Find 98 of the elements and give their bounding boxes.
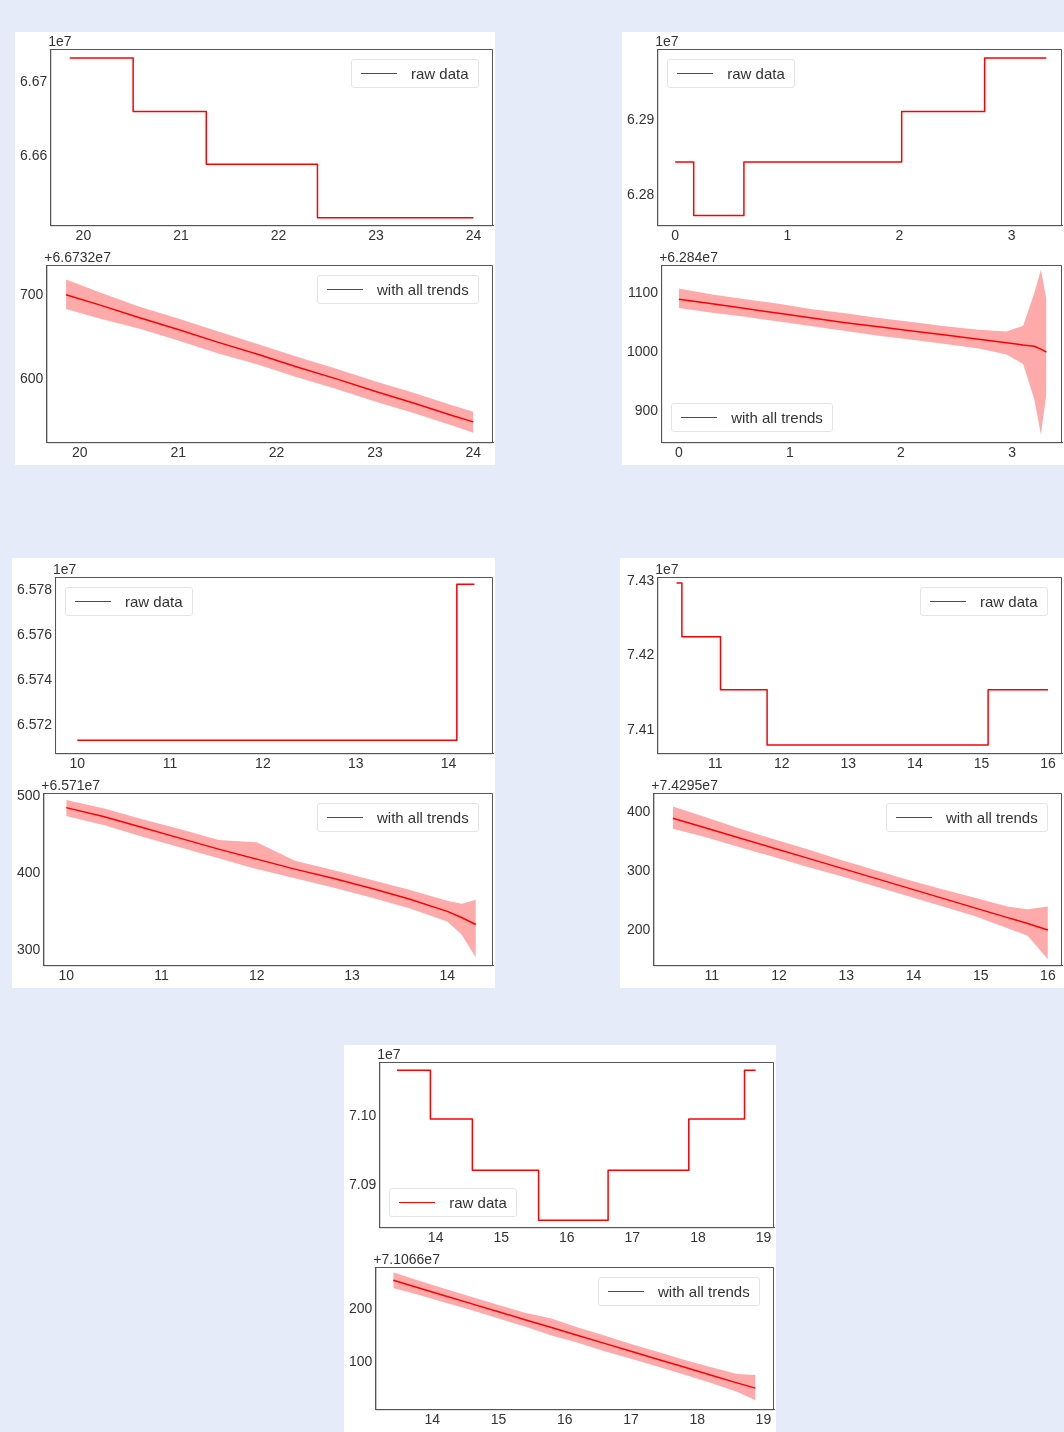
y-tick-label: 600 [20, 370, 44, 387]
x-tick-label: 12 [771, 967, 788, 984]
x-tick-label: 16 [1040, 755, 1057, 772]
x-tick-label: 11 [707, 755, 723, 772]
y-tick-label: 6.576 [16, 625, 53, 642]
y-tick-label: 7.10 [349, 1107, 377, 1123]
x-tick-label: 24 [465, 227, 482, 244]
x-tick-label: 10 [58, 967, 75, 984]
x-tick-label: 21 [173, 227, 189, 244]
y-tick-label: 400 [627, 803, 651, 820]
x-tick-label: 12 [773, 755, 790, 772]
y-tick-label: 6.29 [627, 111, 655, 128]
x-tick-label: 0 [671, 227, 680, 244]
legend-label: raw data [411, 65, 469, 82]
legend-label: with all trends [946, 809, 1038, 826]
annotation: 1e7 [53, 561, 77, 577]
x-tick-label: 17 [623, 1411, 639, 1428]
x-tick-label: 12 [255, 755, 271, 772]
x-tick-label: 22 [268, 444, 285, 461]
y-tick-label: 300 [17, 940, 41, 957]
x-tick-label: 15 [973, 755, 990, 772]
y-tick-label: 7.43 [627, 571, 655, 588]
legend-label: with all trends [377, 281, 469, 298]
y-tick-label: 700 [20, 285, 44, 302]
x-tick-label: 11 [704, 967, 720, 984]
y-tick-label: 6.66 [20, 146, 48, 163]
x-tick-label: 15 [972, 967, 989, 984]
x-tick-label: 3 [1008, 444, 1017, 461]
annotation: +7.1066e7 [373, 1251, 440, 1267]
x-tick-label: 23 [368, 227, 384, 244]
y-tick-label: 200 [349, 1299, 373, 1316]
x-tick-label: 14 [905, 967, 922, 984]
x-tick-label: 14 [439, 967, 456, 984]
y-tick-label: 400 [17, 863, 41, 880]
x-tick-label: 13 [344, 967, 361, 984]
annotation: 1e7 [655, 561, 679, 577]
y-tick-label: 100 [349, 1352, 373, 1369]
annotation: +6.6732e7 [44, 249, 111, 265]
legend-label: raw data [727, 65, 785, 82]
legend-label: raw data [980, 593, 1038, 610]
legend-label: with all trends [731, 409, 823, 427]
x-tick-label: 1 [786, 444, 795, 461]
y-tick-label: 6.28 [627, 185, 655, 202]
x-tick-label: 0 [675, 444, 684, 461]
y-tick-label: 6.574 [16, 670, 53, 687]
annotation: +6.571e7 [41, 777, 101, 793]
x-tick-label: 14 [907, 755, 923, 772]
y-tick-label: 6.572 [16, 715, 53, 732]
x-tick-label: 17 [624, 1229, 641, 1246]
x-tick-label: 16 [559, 1229, 575, 1246]
x-tick-label: 3 [1007, 227, 1016, 244]
annotation: +6.284e7 [659, 249, 718, 265]
x-tick-label: 22 [270, 227, 287, 244]
x-tick-label: 16 [1040, 967, 1056, 984]
annotation: 1e7 [655, 33, 679, 49]
x-tick-label: 18 [690, 1229, 706, 1246]
y-tick-label: 7.41 [627, 720, 655, 737]
x-tick-label: 18 [689, 1411, 706, 1428]
legend-label: with all trends [658, 1283, 750, 1300]
y-tick-label: 1000 [626, 342, 659, 359]
x-tick-label: 15 [493, 1229, 510, 1246]
x-tick-label: 2 [897, 444, 906, 461]
y-tick-label: 200 [627, 920, 651, 937]
x-tick-label: 14 [427, 1229, 444, 1246]
y-tick-label: 500 [17, 786, 41, 803]
x-tick-label: 14 [440, 755, 457, 772]
legend-label: raw data [449, 1194, 507, 1212]
x-tick-label: 20 [75, 227, 92, 244]
annotation: +7.4295e7 [651, 777, 718, 793]
x-tick-label: 14 [424, 1411, 441, 1428]
x-tick-label: 1 [783, 227, 792, 244]
legend-label: with all trends [377, 809, 469, 826]
x-tick-label: 11 [162, 755, 178, 772]
x-tick-label: 24 [465, 444, 482, 461]
y-tick-label: 7.42 [627, 646, 655, 663]
y-tick-label: 300 [627, 862, 651, 879]
annotation: 1e7 [377, 1046, 401, 1062]
x-tick-label: 13 [347, 755, 364, 772]
y-tick-label: 6.578 [16, 581, 53, 598]
x-tick-label: 10 [69, 755, 86, 772]
x-tick-label: 11 [154, 967, 169, 984]
x-tick-label: 23 [367, 444, 383, 461]
y-tick-label: 7.09 [349, 1176, 377, 1193]
x-tick-label: 16 [556, 1411, 573, 1428]
y-tick-label: 900 [634, 401, 659, 418]
y-tick-label: 6.67 [20, 72, 48, 89]
x-tick-label: 20 [72, 444, 88, 461]
x-tick-label: 15 [490, 1411, 507, 1428]
x-tick-label: 13 [838, 967, 855, 984]
x-tick-label: 13 [840, 755, 857, 772]
legend-label: raw data [125, 593, 183, 610]
x-tick-label: 12 [248, 967, 265, 984]
x-tick-label: 2 [895, 227, 904, 244]
y-tick-label: 1100 [628, 284, 659, 301]
x-tick-label: 19 [755, 1229, 772, 1246]
x-tick-label: 21 [170, 444, 187, 461]
x-tick-label: 19 [755, 1411, 772, 1428]
annotation: 1e7 [48, 33, 72, 49]
